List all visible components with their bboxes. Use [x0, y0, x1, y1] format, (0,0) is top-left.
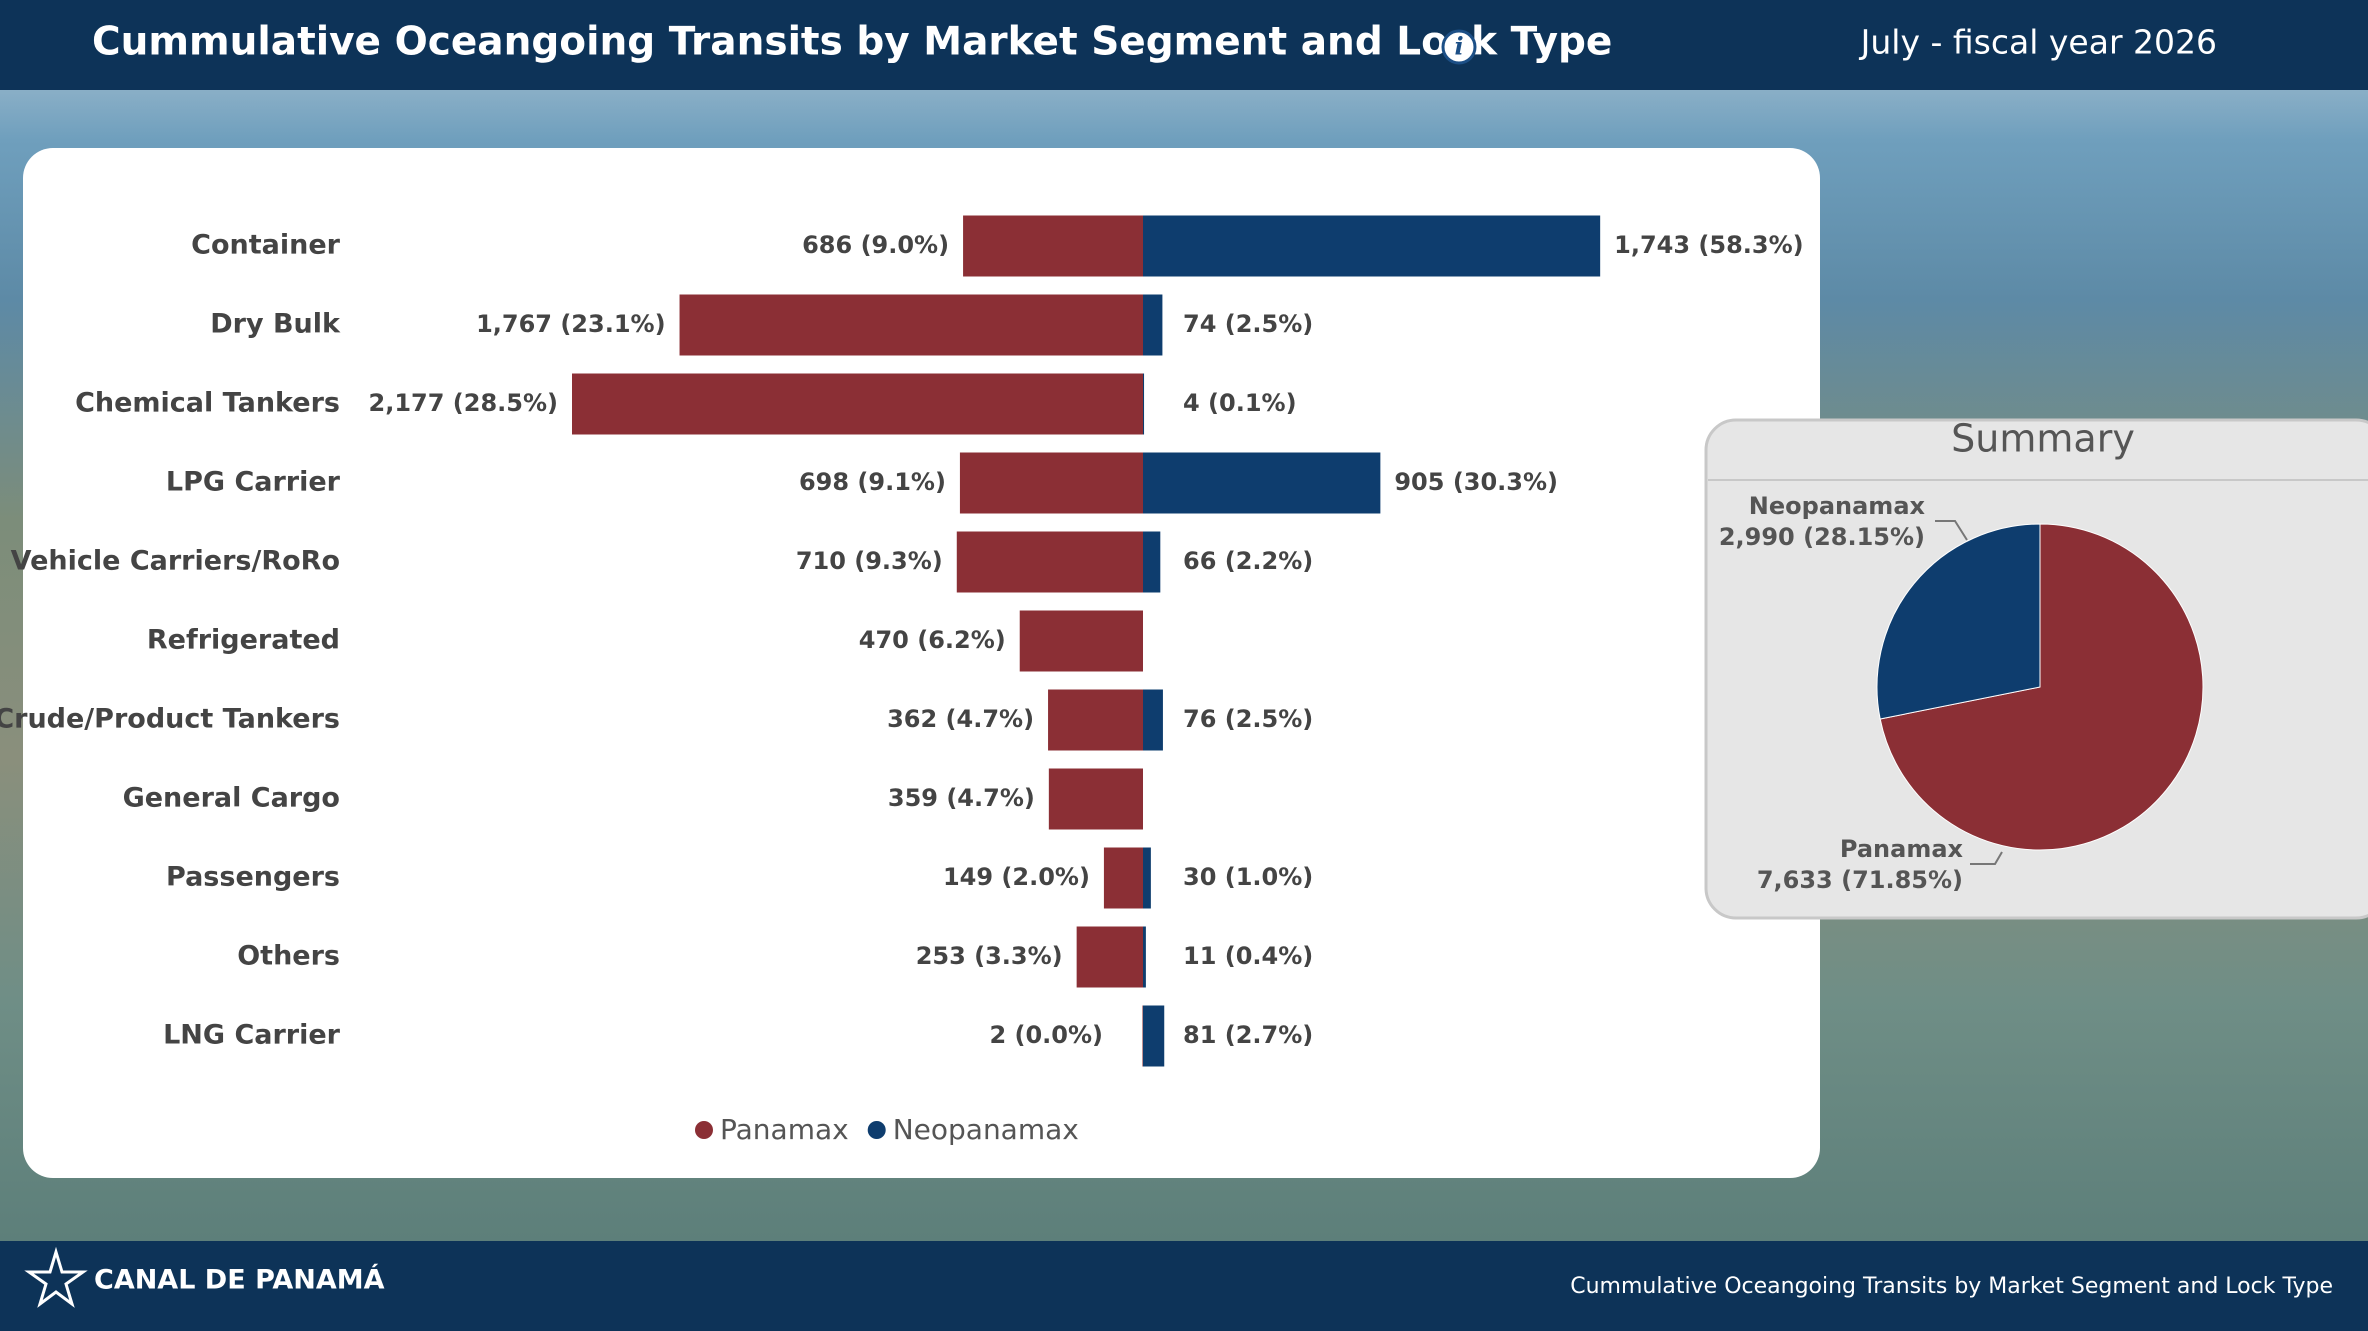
value-label: 11 (0.4%)	[1183, 942, 1313, 970]
leader-line	[1935, 520, 1968, 541]
page-title: Cummulative Oceangoing Transits by Marke…	[92, 20, 1612, 65]
category-label: Refrigerated	[147, 625, 340, 656]
category-label: Dry Bulk	[210, 309, 341, 340]
value-label: 362 (4.7%)	[887, 705, 1034, 733]
category-label: Vehicle Carriers/RoRo	[11, 546, 340, 577]
value-label: 1,767 (23.1%)	[476, 310, 665, 338]
bar	[1143, 452, 1381, 514]
legend-marker	[695, 1121, 713, 1139]
pie-category: Neopanamax	[1749, 492, 1926, 520]
category-label: Passengers	[166, 862, 340, 893]
value-label: 470 (6.2%)	[859, 626, 1006, 654]
pie-slice	[1879, 523, 2204, 851]
bar	[1103, 847, 1143, 909]
bar	[1143, 689, 1163, 751]
bar	[1143, 531, 1161, 593]
pie-slice	[1876, 523, 2041, 720]
info-icon[interactable]: i	[1441, 29, 1477, 65]
pie-title: Summary	[1951, 417, 2135, 461]
header-bar	[0, 0, 2368, 90]
bar	[679, 294, 1143, 356]
value-label: 905 (30.3%)	[1394, 468, 1558, 496]
value-label: 4 (0.1%)	[1183, 389, 1297, 417]
bar	[959, 452, 1143, 514]
footer-caption: Cummulative Oceangoing Transits by Marke…	[1570, 1274, 2333, 1299]
value-label: 710 (9.3%)	[796, 547, 943, 575]
category-label: LPG Carrier	[166, 467, 341, 498]
value-label: 253 (3.3%)	[916, 942, 1063, 970]
value-label: 1,743 (58.3%)	[1614, 231, 1803, 259]
value-label: 359 (4.7%)	[888, 784, 1035, 812]
value-label: 74 (2.5%)	[1183, 310, 1313, 338]
value-label: 149 (2.0%)	[943, 863, 1090, 891]
leader-line	[1970, 851, 2003, 865]
bar	[1143, 215, 1601, 277]
bar	[1143, 847, 1151, 909]
category-label: Crude/Product Tankers	[0, 704, 340, 735]
value-label: 2,177 (28.5%)	[369, 389, 558, 417]
bar	[956, 531, 1143, 593]
value-label: 698 (9.1%)	[799, 468, 946, 496]
footer-bar	[0, 1241, 2368, 1331]
period: July - fiscal year 2026	[1859, 23, 2217, 62]
bar	[1143, 1005, 1165, 1067]
category-label: Chemical Tankers	[75, 388, 340, 419]
pie-category: Panamax	[1840, 835, 1964, 863]
pie-value: 7,633 (71.85%)	[1757, 866, 1963, 894]
bar	[572, 373, 1143, 435]
legend-label: Neopanamax	[893, 1113, 1079, 1146]
value-label: 81 (2.7%)	[1183, 1021, 1313, 1049]
bar	[1076, 926, 1143, 988]
legend-marker	[867, 1121, 886, 1139]
bar	[1143, 926, 1146, 988]
bar	[1019, 610, 1143, 672]
value-label: 66 (2.2%)	[1183, 547, 1313, 575]
value-label: 2 (0.0%)	[989, 1021, 1103, 1049]
svg-text:i: i	[1454, 32, 1463, 61]
category-label: Container	[191, 230, 341, 261]
category-label: General Cargo	[123, 783, 340, 814]
value-label: 76 (2.5%)	[1183, 705, 1313, 733]
bar-panel	[23, 148, 1820, 1178]
logo	[24, 1246, 88, 1308]
bar	[1048, 768, 1143, 830]
category-label: Others	[237, 941, 340, 972]
legend-label: Panamax	[720, 1113, 849, 1146]
bar	[963, 215, 1143, 277]
value-label: 686 (9.0%)	[802, 231, 949, 259]
bar	[1048, 689, 1143, 751]
brand: CANAL DE PANAMÁ	[94, 1264, 385, 1296]
pie-value: 2,990 (28.15%)	[1719, 523, 1925, 551]
value-label: 30 (1.0%)	[1183, 863, 1313, 891]
bar	[1142, 1005, 1143, 1067]
bar	[1143, 373, 1145, 435]
bar	[1143, 294, 1163, 356]
category-label: LNG Carrier	[163, 1020, 341, 1051]
